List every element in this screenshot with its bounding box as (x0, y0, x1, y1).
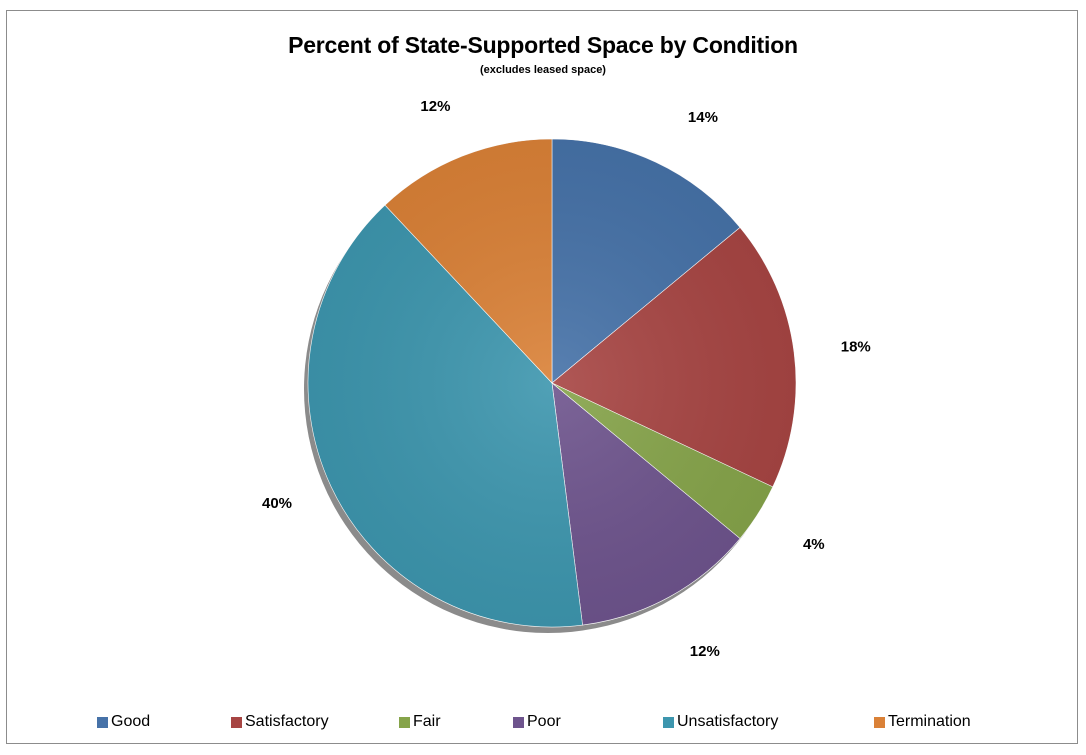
data-label-poor: 12% (690, 643, 720, 660)
data-label-satisfactory: 18% (841, 338, 871, 355)
legend-swatch-poor (513, 716, 524, 728)
legend-item-poor: Poor (513, 713, 561, 731)
legend-swatch-termination (874, 716, 885, 728)
legend-swatch-unsatisfactory (663, 716, 674, 728)
legend-label-termination: Termination (888, 713, 971, 730)
data-label-unsatisfactory: 40% (262, 495, 292, 512)
chart-title: Percent of State-Supported Space by Cond… (288, 32, 798, 58)
legend-swatch-good (97, 716, 108, 728)
legend-label-poor: Poor (527, 713, 561, 730)
legend-swatch-fair (399, 716, 410, 728)
chart-legend: Good Satisfactory Fair Poor Unsatisfactory Te… (0, 713, 1086, 735)
legend-item-unsatisfactory: Unsatisfactory (663, 713, 778, 731)
legend-label-unsatisfactory: Unsatisfactory (677, 713, 779, 730)
chart-subtitle: (excludes leased space) (480, 64, 606, 76)
data-label-fair: 4% (803, 536, 825, 553)
legend-item-termination: Termination (874, 713, 971, 731)
legend-swatch-satisfactory (231, 716, 242, 728)
legend-item-fair: Fair (399, 713, 441, 731)
legend-label-satisfactory: Satisfactory (245, 713, 329, 730)
data-label-termination: 12% (420, 98, 450, 115)
legend-item-satisfactory: Satisfactory (231, 713, 329, 731)
data-label-good: 14% (688, 109, 718, 126)
legend-label-good: Good (111, 713, 151, 730)
pie-shading (308, 139, 796, 627)
legend-label-fair: Fair (413, 713, 441, 730)
legend-item-good: Good (97, 713, 150, 731)
